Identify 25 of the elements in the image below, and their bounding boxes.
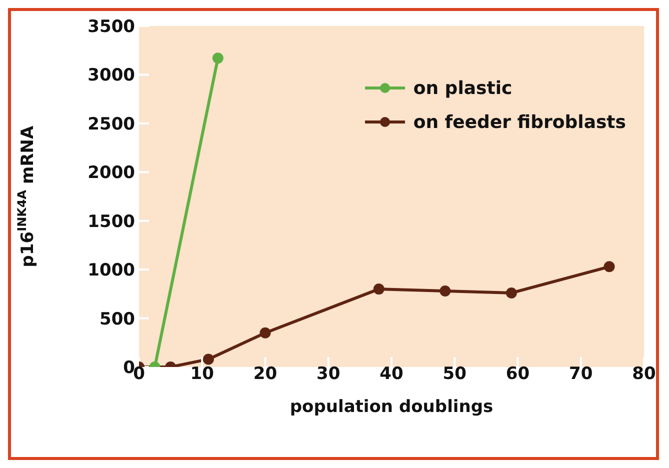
legend-label: on plastic (413, 78, 512, 98)
point (506, 287, 517, 298)
y-tick-label: 2000 (88, 163, 136, 184)
y-tick-label: 1500 (88, 212, 136, 232)
x-tick-label: 10 (190, 364, 214, 384)
x-tick-label: 30 (316, 364, 340, 384)
x-axis-title: population doublings (290, 397, 494, 417)
x-tick-label: 70 (569, 364, 593, 384)
y-tick-label: 500 (100, 309, 136, 330)
x-tick-label: 40 (380, 364, 404, 384)
point (202, 354, 214, 365)
y-tick-label: 3000 (88, 66, 136, 86)
point (440, 286, 451, 297)
x-tick-label: 20 (253, 364, 278, 384)
x-tick-label: 60 (506, 364, 530, 384)
legend-label: on feeder fibroblasts (413, 112, 626, 132)
point (604, 261, 615, 272)
y-tick-label: 3500 (88, 17, 136, 38)
point (260, 327, 271, 338)
x-tick-label: 80 (632, 364, 656, 384)
y-tick-label: 1000 (88, 260, 136, 281)
x-tick-label: 50 (442, 364, 467, 384)
point (373, 284, 384, 295)
y-tick-label: 2500 (88, 114, 136, 134)
point (212, 52, 224, 64)
